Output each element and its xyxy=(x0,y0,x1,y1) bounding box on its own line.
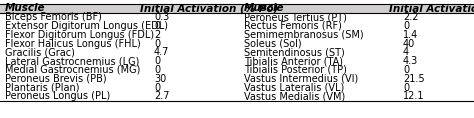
Text: Plantaris (Plan): Plantaris (Plan) xyxy=(5,83,79,93)
Text: 21.5: 21.5 xyxy=(403,74,425,84)
Text: Flexor Digitorum Longus (FDL): Flexor Digitorum Longus (FDL) xyxy=(5,30,154,40)
Text: Vastus Medialis (VM): Vastus Medialis (VM) xyxy=(244,91,346,101)
Text: 0: 0 xyxy=(403,65,409,75)
Text: 0: 0 xyxy=(403,21,409,31)
Text: Vastus Lateralis (VL): Vastus Lateralis (VL) xyxy=(244,83,344,93)
Text: 12.1: 12.1 xyxy=(403,91,424,101)
Text: 2.7: 2.7 xyxy=(154,91,170,101)
Text: Tibialis Posterior (TP): Tibialis Posterior (TP) xyxy=(244,65,347,75)
Text: Lateral Gastrocnemius (LG): Lateral Gastrocnemius (LG) xyxy=(5,56,139,66)
Text: Peroneus Longus (PL): Peroneus Longus (PL) xyxy=(5,91,110,101)
Text: Peroneus Brevis (PB): Peroneus Brevis (PB) xyxy=(5,74,106,84)
Text: Tibialis Anterior (TA): Tibialis Anterior (TA) xyxy=(244,56,343,66)
Text: Gracilis (Grac): Gracilis (Grac) xyxy=(5,47,74,57)
Text: 0: 0 xyxy=(154,65,160,75)
Text: Semitendinosus (ST): Semitendinosus (ST) xyxy=(244,47,345,57)
Text: 40: 40 xyxy=(403,39,415,49)
Text: Vastus Intermedius (VI): Vastus Intermedius (VI) xyxy=(244,74,358,84)
Text: Muscle: Muscle xyxy=(244,3,284,13)
Text: Medial Gastrocnemius (MG): Medial Gastrocnemius (MG) xyxy=(5,65,140,75)
Text: Biceps Femoris (BF): Biceps Femoris (BF) xyxy=(5,12,101,22)
Bar xyxy=(0,4,474,13)
Text: 0: 0 xyxy=(154,21,160,31)
Text: Peroneus Tertius (PT): Peroneus Tertius (PT) xyxy=(244,12,347,22)
Text: Flexor Halicus Longus (FHL): Flexor Halicus Longus (FHL) xyxy=(5,39,140,49)
Text: Rectus Femoris (RF): Rectus Femoris (RF) xyxy=(244,21,342,31)
Text: 2.2: 2.2 xyxy=(403,12,419,22)
Text: 4.7: 4.7 xyxy=(154,47,169,57)
Text: 0: 0 xyxy=(154,83,160,93)
Text: 4: 4 xyxy=(403,47,409,57)
Text: 0: 0 xyxy=(403,83,409,93)
Text: 0: 0 xyxy=(154,56,160,66)
Text: 1.4: 1.4 xyxy=(403,30,418,40)
Text: 2: 2 xyxy=(154,30,160,40)
Text: 0: 0 xyxy=(154,39,160,49)
Text: Muscle: Muscle xyxy=(5,3,45,13)
Text: 30: 30 xyxy=(154,74,166,84)
Text: Initial Activation (% Po): Initial Activation (% Po) xyxy=(389,3,474,13)
Text: Soleus (Sol): Soleus (Sol) xyxy=(244,39,302,49)
Text: Initial Activation (% Po): Initial Activation (% Po) xyxy=(140,3,278,13)
Text: 0.3: 0.3 xyxy=(154,12,169,22)
Text: Extensor Digitorum Longus (EDL): Extensor Digitorum Longus (EDL) xyxy=(5,21,168,31)
Text: 4.3: 4.3 xyxy=(403,56,418,66)
Text: Semimembranosus (SM): Semimembranosus (SM) xyxy=(244,30,364,40)
